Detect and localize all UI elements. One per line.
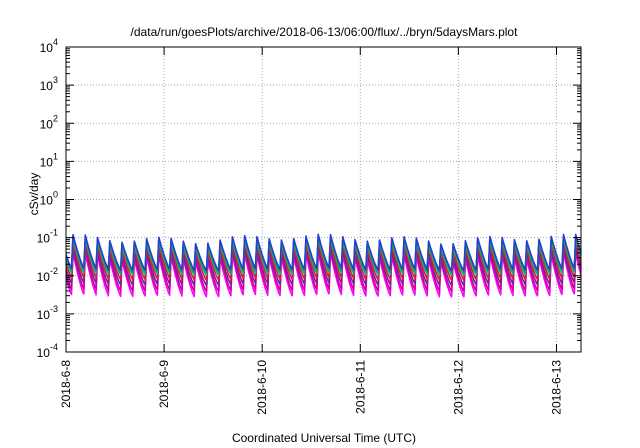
- x-tick-label: 2018-6-13: [549, 360, 563, 415]
- y-tick-labels: 10-4 10-3 10-2 10-1 100 101 102 103 104: [37, 37, 58, 360]
- grid: [66, 47, 581, 352]
- chart-title: /data/run/goesPlots/archive/2018-06-13/0…: [131, 25, 519, 39]
- y-tick-label: 101: [40, 151, 58, 169]
- series-line: [66, 248, 581, 293]
- x-tick-label: 2018-6-10: [255, 360, 269, 415]
- y-tick-label: 103: [40, 75, 58, 93]
- y-tick-label: 100: [40, 190, 58, 208]
- y-axis-label: cSv/day: [27, 173, 41, 216]
- series-layer: [66, 233, 581, 298]
- x-tick-label: 2018-6-11: [353, 360, 367, 414]
- x-tick-labels: 2018-6-8 2018-6-9 2018-6-10 2018-6-11 2018-6…: [59, 360, 563, 415]
- x-tick-label: 2018-6-12: [451, 360, 465, 415]
- ticks: [65, 46, 581, 353]
- series-line: [66, 246, 581, 287]
- series-line: [66, 241, 581, 281]
- y-tick-label: 10-4: [37, 342, 58, 360]
- y-tick-label: 10-1: [37, 228, 58, 246]
- series-line: [66, 233, 581, 272]
- x-axis-label: Coordinated Universal Time (UTC): [232, 431, 416, 445]
- y-tick-label: 10-2: [37, 266, 58, 284]
- plot-frame: [65, 46, 582, 353]
- y-tick-label: 10-3: [37, 304, 58, 322]
- y-tick-label: 102: [40, 113, 58, 131]
- x-tick-label: 2018-6-8: [59, 360, 73, 408]
- x-tick-label: 2018-6-9: [157, 360, 171, 408]
- y-tick-label: 104: [40, 37, 58, 55]
